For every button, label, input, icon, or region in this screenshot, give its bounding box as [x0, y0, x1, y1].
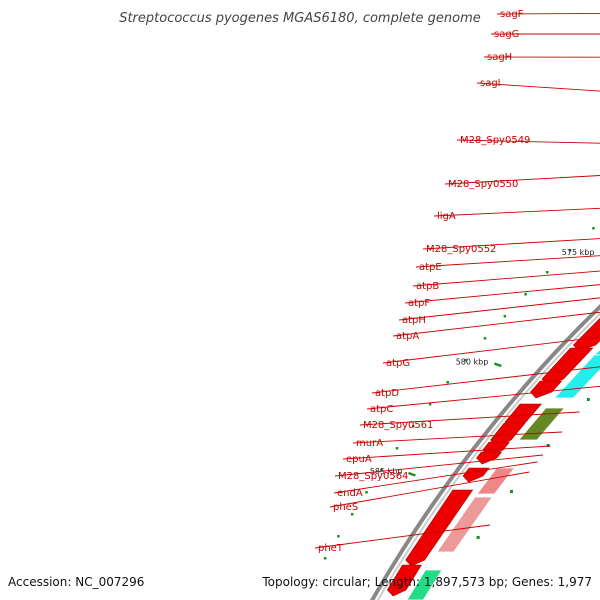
backbone-outer-line [369, 304, 600, 600]
leader-line [359, 411, 580, 426]
leader-line [404, 284, 600, 304]
gene-label: atpD [375, 388, 399, 399]
minor-tick-dot [323, 557, 327, 560]
gene-label: M28_Spy0564 [338, 471, 408, 482]
gene-label: atpG [386, 358, 410, 369]
minor-tick-dot [446, 381, 449, 384]
inner-tick-dot [586, 398, 590, 401]
gene-label: atpH [402, 315, 426, 326]
inner-tick-dot [546, 444, 550, 447]
gene-label: atpE [419, 262, 442, 273]
kbp-tick [408, 471, 416, 477]
gene-label: M28_Spy0561 [363, 420, 433, 431]
cog-bar [476, 467, 516, 495]
leader-line [366, 385, 600, 410]
leader-line [456, 139, 600, 144]
leader-line [352, 431, 563, 444]
inner-tick-dot [510, 490, 514, 493]
gene-arrow [386, 564, 422, 597]
leader-line [422, 238, 600, 250]
gene-label: sagI [480, 78, 501, 89]
accession-text: Accession: NC_007296 [8, 575, 144, 589]
leader-line [382, 336, 600, 364]
gene-label: pheS [333, 502, 358, 513]
leader-line [392, 311, 600, 337]
gene-label: sagF [500, 9, 524, 20]
gene-label: M28_Spy0550 [448, 179, 518, 190]
map-title: Streptococcus pyogenes MGAS6180, complet… [119, 11, 481, 26]
label-leader-lines [314, 12, 600, 549]
cog-bar [593, 349, 600, 356]
cog-bar [517, 407, 566, 441]
backbone-inner-line [376, 312, 600, 600]
leader-line [329, 471, 530, 508]
gene-label: murA [356, 438, 383, 449]
kbp-tick-label: 575 kbp [562, 248, 595, 257]
cog-bar [553, 354, 600, 399]
gene-labels: sagF sagG sagH sagI M28_Spy0549 M28_Spy0550li… [318, 9, 530, 554]
kbp-tick [493, 362, 502, 368]
minor-tick-dot [380, 469, 383, 472]
cog-bars [406, 349, 600, 600]
cog-bar [436, 496, 494, 553]
minor-tick-dot [412, 425, 415, 428]
minor-tick-dots [323, 227, 595, 560]
leader-line [371, 366, 600, 394]
gene-label: epuA [346, 454, 372, 465]
gene-label: sagH [487, 52, 512, 63]
gene-arrows [386, 317, 600, 597]
minor-tick-dot [395, 447, 399, 450]
kbp-tick-label: 580 kbp [456, 358, 489, 367]
minor-tick-dot [350, 513, 354, 516]
leader-line [483, 56, 600, 58]
gene-label: ligA [437, 211, 456, 222]
gene-label: pheT [318, 543, 344, 554]
gene-label: atpC [370, 404, 393, 415]
summary-text: Topology: circular; Length: 1,897,573 bp… [261, 575, 592, 589]
minor-tick-dot [503, 315, 507, 318]
minor-tick-dot [524, 293, 527, 296]
gene-label: sagG [494, 29, 519, 40]
kbp-tick-label: 585 kbp [370, 467, 403, 476]
gene-arrow [476, 451, 503, 465]
minor-tick-dot [464, 359, 468, 362]
gene-arrow [462, 467, 490, 483]
gene-label: M28_Spy0549 [460, 135, 530, 146]
cog-bar [406, 569, 443, 600]
genome-backbone [369, 304, 600, 600]
minor-tick-dot [545, 271, 549, 274]
minor-tick-dot [483, 337, 487, 340]
leader-line [398, 297, 600, 321]
leader-line [334, 454, 544, 477]
leader-line [476, 82, 600, 92]
leader-line [433, 207, 600, 217]
gene-label: endA [337, 488, 363, 499]
gene-arrow [530, 380, 563, 399]
minor-tick-dot [428, 403, 432, 406]
inner-tick-dot [476, 536, 480, 539]
leader-line [314, 524, 490, 549]
minor-tick-dot [365, 491, 368, 494]
gene-label: atpA [396, 331, 419, 342]
minor-tick-dot [568, 249, 572, 252]
gene-label: M28_Spy0552 [426, 244, 496, 255]
minor-tick-dot [592, 227, 595, 230]
leader-line [444, 175, 600, 185]
gene-label: atpF [408, 298, 430, 309]
gene-label: atpB [416, 281, 439, 292]
leader-line [333, 461, 538, 494]
leader-line [412, 270, 600, 287]
leader-line [415, 255, 600, 268]
minor-tick-dot [337, 535, 340, 538]
gene-arrow [405, 489, 474, 567]
leader-line [342, 445, 551, 460]
